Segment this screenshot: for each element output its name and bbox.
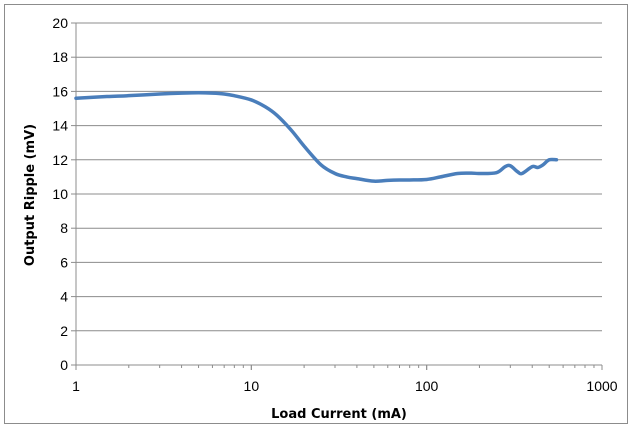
y-tick-label: 2 xyxy=(60,323,68,339)
y-tick-label: 18 xyxy=(52,49,68,65)
axes xyxy=(71,22,603,370)
gridlines xyxy=(76,22,602,332)
x-tick-label: 10 xyxy=(244,378,260,394)
y-tick-label: 10 xyxy=(52,186,68,202)
x-tick-labels: 1 10 100 1000 xyxy=(72,378,618,394)
x-tick-label: 100 xyxy=(415,378,439,394)
y-tick-label: 12 xyxy=(52,152,68,168)
y-tick-label: 16 xyxy=(52,83,68,99)
y-tick-label: 8 xyxy=(60,220,68,236)
chart-frame xyxy=(4,4,628,424)
y-tick-label: 6 xyxy=(60,254,68,270)
y-tick-label: 20 xyxy=(52,15,68,31)
x-tick-label: 1 xyxy=(72,378,80,394)
x-axis-title: Load Current (mA) xyxy=(271,407,407,422)
y-tick-label: 4 xyxy=(60,289,68,305)
y-tick-labels: 0 2 4 6 8 10 12 14 16 18 20 xyxy=(52,15,68,373)
y-tick-label: 14 xyxy=(52,118,68,134)
series-line-0 xyxy=(74,91,559,183)
x-tick-label: 1000 xyxy=(586,378,617,394)
y-axis-title: Output Ripple (mV) xyxy=(23,124,38,266)
series-layer xyxy=(74,91,559,183)
y-tick-label: 0 xyxy=(60,357,68,373)
